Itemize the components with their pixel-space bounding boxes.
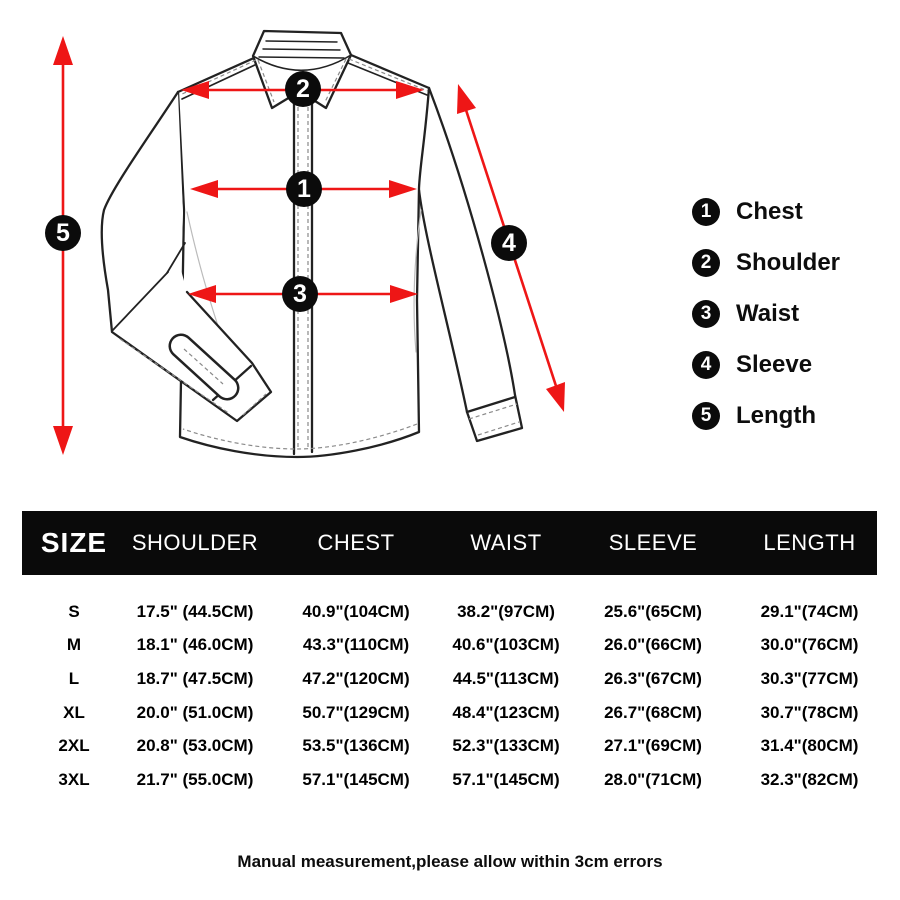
table-row-m: M 18.1" (46.0CM) 43.3"(110CM) 40.6"(103C…: [22, 629, 877, 663]
table-cell: 53.5"(136CM): [302, 736, 410, 756]
stitch-lines: [119, 58, 520, 450]
column-header-length: LENGTH: [763, 530, 856, 555]
legend-label-length: Length: [736, 402, 816, 429]
legend-badge-1: 1: [692, 198, 720, 226]
table-cell: 18.7" (47.5CM): [136, 668, 254, 688]
measurement-legend: 1 Chest 2 Shoulder 3 Waist 4 Sleeve 5 Le…: [692, 198, 840, 453]
table-cell: 20.8" (53.0CM): [136, 736, 254, 756]
svg-text:2: 2: [296, 75, 310, 103]
table-cell: 29.1"(74CM): [760, 601, 859, 621]
svg-text:1: 1: [297, 175, 311, 203]
table-cell: 21.7" (55.0CM): [136, 769, 254, 789]
legend-badge-5: 5: [692, 402, 720, 430]
table-cell: 40.9"(104CM): [302, 601, 410, 621]
legend-label-waist: Waist: [736, 300, 800, 327]
table-cell: 38.2"(97CM): [457, 601, 555, 621]
table-cell: 43.3"(110CM): [302, 635, 410, 655]
diagram-badges: 2 1 3 4 5: [45, 71, 527, 312]
badge-waist: 3: [282, 276, 318, 312]
column-header-sleeve: SLEEVE: [608, 530, 698, 555]
table-cell: 57.1"(145CM): [302, 769, 410, 789]
table-cell: 17.5" (44.5CM): [136, 601, 254, 621]
table-row-l: L 18.7" (47.5CM) 47.2"(120CM) 44.5"(113C…: [22, 662, 877, 696]
table-cell: 30.0"(76CM): [760, 635, 859, 655]
table-cell: 40.6"(103CM): [452, 635, 560, 655]
table-cell: 28.0"(71CM): [604, 769, 702, 789]
badge-length: 5: [45, 215, 81, 251]
shirt-diagram-svg: 2 1 3 4 5: [45, 29, 565, 459]
table-cell: 30.7"(78CM): [760, 702, 859, 722]
legend-badge-3: 3: [692, 300, 720, 328]
column-header-shoulder: SHOULDER: [131, 530, 259, 555]
table-cell: 50.7"(129CM): [302, 702, 410, 722]
shirt-illustration: [100, 29, 524, 459]
table-row-xl: XL 20.0" (51.0CM) 50.7"(129CM) 48.4"(123…: [22, 696, 877, 730]
size-chart-table: S 17.5" (44.5CM) 40.9"(104CM) 38.2"(97CM…: [22, 576, 877, 797]
legend-label-sleeve: Sleeve: [736, 351, 813, 378]
svg-text:4: 4: [502, 229, 516, 257]
legend-item-chest: 1 Chest: [692, 198, 840, 226]
column-header-size: SIZE: [40, 527, 108, 558]
table-cell: 32.3"(82CM): [760, 769, 859, 789]
svg-text:5: 5: [56, 219, 70, 247]
legend-item-waist: 3 Waist: [692, 300, 840, 328]
table-cell: 27.1"(69CM): [604, 736, 702, 756]
legend-item-sleeve: 4 Sleeve: [692, 351, 840, 379]
table-cell: 26.0"(66CM): [604, 635, 702, 655]
measurement-disclaimer: Manual measurement,please allow within 3…: [237, 852, 663, 871]
legend-label-chest: Chest: [736, 198, 803, 225]
table-cell: 26.3"(67CM): [604, 668, 702, 688]
table-cell: 18.1" (46.0CM): [136, 635, 254, 655]
legend-badge-4: 4: [692, 351, 720, 379]
table-cell: 25.6"(65CM): [604, 601, 702, 621]
table-cell: 31.4"(80CM): [760, 736, 859, 756]
column-header-chest: CHEST: [317, 530, 395, 555]
svg-text:3: 3: [293, 280, 307, 308]
table-cell: 26.7"(68CM): [604, 702, 702, 722]
legend-item-shoulder: 2 Shoulder: [692, 249, 840, 277]
legend-item-length: 5 Length: [692, 402, 840, 430]
badge-shoulder: 2: [285, 71, 321, 107]
column-header-waist: WAIST: [470, 530, 542, 555]
table-row-s: S 17.5" (44.5CM) 40.9"(104CM) 38.2"(97CM…: [22, 595, 877, 629]
legend-label-shoulder: Shoulder: [736, 249, 841, 276]
table-cell: 20.0" (51.0CM): [136, 702, 254, 722]
table-cell: 44.5"(113CM): [452, 668, 560, 688]
table-header-row: SIZE SHOULDER CHEST WAIST SLEEVE LENGTH: [22, 511, 877, 575]
badge-chest: 1: [286, 171, 322, 207]
size-label: M: [66, 635, 82, 655]
table-cell: 47.2"(120CM): [302, 668, 410, 688]
badge-sleeve: 4: [491, 225, 527, 261]
table-row-2xl: 2XL 20.8" (53.0CM) 53.5"(136CM) 52.3"(13…: [22, 729, 877, 763]
size-label: XL: [63, 702, 85, 722]
table-cell: 57.1"(145CM): [452, 769, 560, 789]
size-label: S: [68, 601, 80, 621]
table-cell: 52.3"(133CM): [452, 736, 560, 756]
table-cell: 48.4"(123CM): [452, 702, 560, 722]
table-cell: 30.3"(77CM): [760, 668, 859, 688]
table-row-3xl: 3XL 21.7" (55.0CM) 57.1"(145CM) 57.1"(14…: [22, 763, 877, 797]
size-label: 2XL: [58, 736, 90, 756]
size-label: L: [68, 668, 80, 688]
size-label: 3XL: [58, 769, 90, 789]
legend-badge-2: 2: [692, 249, 720, 277]
